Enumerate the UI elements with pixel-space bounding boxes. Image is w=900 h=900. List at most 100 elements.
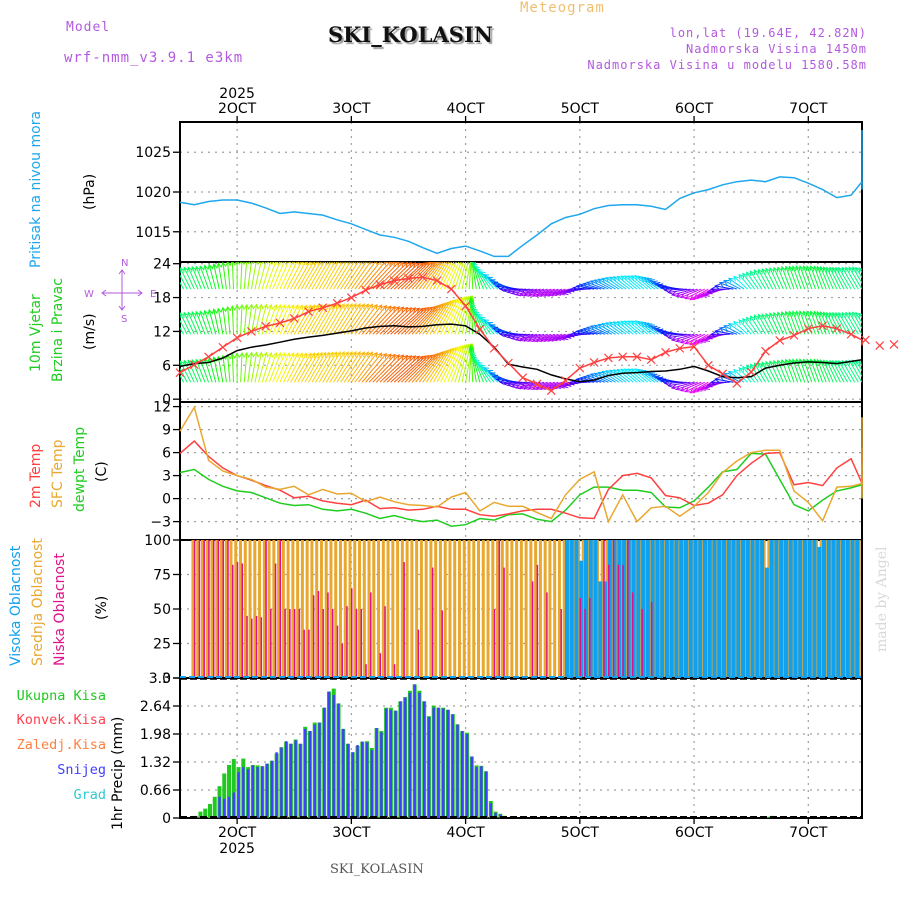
wind-arrow — [415, 304, 441, 335]
wind-arrow — [697, 247, 715, 255]
wind-arrow-head — [662, 243, 667, 248]
wind-arrow-head — [351, 350, 357, 357]
meteogram-label: Meteogram — [520, 0, 605, 16]
wind-gust-marker — [532, 379, 542, 389]
wind-arrow-head — [809, 265, 815, 272]
wind-arrow — [877, 227, 891, 247]
cloud-bar-mid — [396, 540, 400, 677]
wind-arrow-head — [555, 335, 562, 341]
wind-arrow — [390, 355, 420, 383]
cloud-bar-high — [564, 540, 569, 677]
wind-arrow-head — [347, 262, 349, 264]
wind-arrow-head — [761, 361, 767, 368]
wind-arrow — [792, 311, 802, 335]
wind-arrow-head — [203, 264, 209, 271]
wind-arrow — [681, 247, 701, 255]
wind-arrow-head — [394, 306, 400, 312]
wind-arrow — [644, 370, 663, 383]
wind-arrow-head — [394, 219, 399, 224]
wind-arrow-head — [723, 325, 730, 331]
wind-arrow-head — [390, 262, 396, 267]
wind-arrow — [638, 234, 655, 247]
wind-arrow — [443, 298, 461, 335]
precip-bar-snow — [280, 747, 283, 818]
wind-arrow — [838, 312, 852, 335]
wind-arrow-head — [267, 303, 273, 310]
precip-bar-snow — [346, 743, 350, 818]
wind-arrow-head — [747, 230, 752, 235]
wind-arrow — [838, 360, 852, 383]
wind-arrow — [368, 262, 396, 290]
wind-arrow — [461, 262, 469, 290]
wind-arrow-head — [238, 351, 245, 358]
cloud-bar-mid — [229, 540, 233, 677]
wind-gust-marker — [361, 285, 371, 295]
wind-arrow-head — [302, 352, 308, 359]
wind-gust-marker — [618, 352, 628, 362]
wind-arrow — [664, 381, 687, 384]
wind-arrow — [839, 225, 851, 246]
wind-arrow-head — [803, 224, 808, 229]
wind-arrow — [823, 360, 834, 383]
wind-arrow — [823, 266, 834, 290]
wind-arrow-head — [289, 352, 295, 359]
wind-arrow — [383, 307, 412, 335]
wind-arrow-head — [493, 240, 498, 245]
wind-arrow-head — [618, 234, 623, 239]
precip-bar-snow — [342, 728, 345, 818]
wind-arrow — [325, 351, 345, 383]
wind-arrow-head — [708, 247, 713, 252]
wind-arrow-head — [381, 304, 387, 311]
wind-gust-marker — [746, 367, 756, 377]
wind-arrow-head — [584, 240, 589, 245]
wind-arrow — [397, 262, 427, 290]
precip-bar-snow — [227, 796, 231, 818]
wind-gust-marker — [389, 276, 399, 286]
x-tick-label-top: 3OCT — [332, 101, 371, 117]
wind-arrow — [813, 359, 824, 383]
wind-arrow — [227, 262, 231, 290]
cloud-bar-high — [764, 567, 769, 677]
cloud-bar-mid — [224, 540, 228, 677]
precip-bar-snow — [232, 792, 235, 818]
wind-gust-marker — [632, 352, 642, 362]
wind-arrow — [705, 247, 723, 253]
wind-gust-marker — [761, 346, 770, 356]
wind-arrow — [196, 224, 205, 247]
wind-arrow — [350, 303, 373, 335]
wind-arrow — [376, 220, 403, 247]
wind-arrow — [723, 280, 741, 290]
wind-arrow — [848, 312, 862, 335]
wind-arrow — [415, 262, 440, 290]
wind-arrow-head — [364, 217, 369, 222]
cloud-bar-low — [222, 540, 224, 677]
wind-arrow — [753, 362, 766, 383]
wind-arrow-head — [372, 351, 378, 358]
wind-arrow — [650, 238, 669, 247]
precip-bar-snow — [289, 743, 293, 818]
wind-arrow-head — [773, 311, 779, 318]
wind-arrow-head — [891, 227, 896, 232]
wind-arrow-head — [343, 351, 349, 358]
wind-arrow-head — [519, 291, 526, 297]
wind-arrow — [672, 247, 694, 253]
wind-arrow-head — [230, 219, 235, 224]
wind-arrow-head — [406, 307, 413, 313]
cloud-bar-low — [232, 564, 234, 677]
y-tick-label: 100 — [144, 533, 171, 549]
wind-arrow-head — [796, 224, 801, 229]
wind-arrow-head — [169, 315, 173, 320]
cloud-bar-low — [536, 564, 539, 677]
wind-arrow — [176, 226, 187, 247]
wind-arrow — [265, 262, 277, 290]
cloud-bar-high — [855, 540, 860, 677]
cloud-bar-high — [655, 540, 660, 677]
cloud-bar-mid — [358, 540, 362, 677]
wind-arrow — [520, 288, 541, 296]
wind-arrow-head — [359, 262, 361, 264]
precip-bar-snow — [451, 714, 454, 818]
wind-arrow-head — [672, 249, 677, 254]
wind-arrow-head — [802, 265, 808, 272]
footer-station-title: SKI_KOLASIN — [330, 862, 424, 877]
wind-arrow-head — [595, 238, 600, 242]
